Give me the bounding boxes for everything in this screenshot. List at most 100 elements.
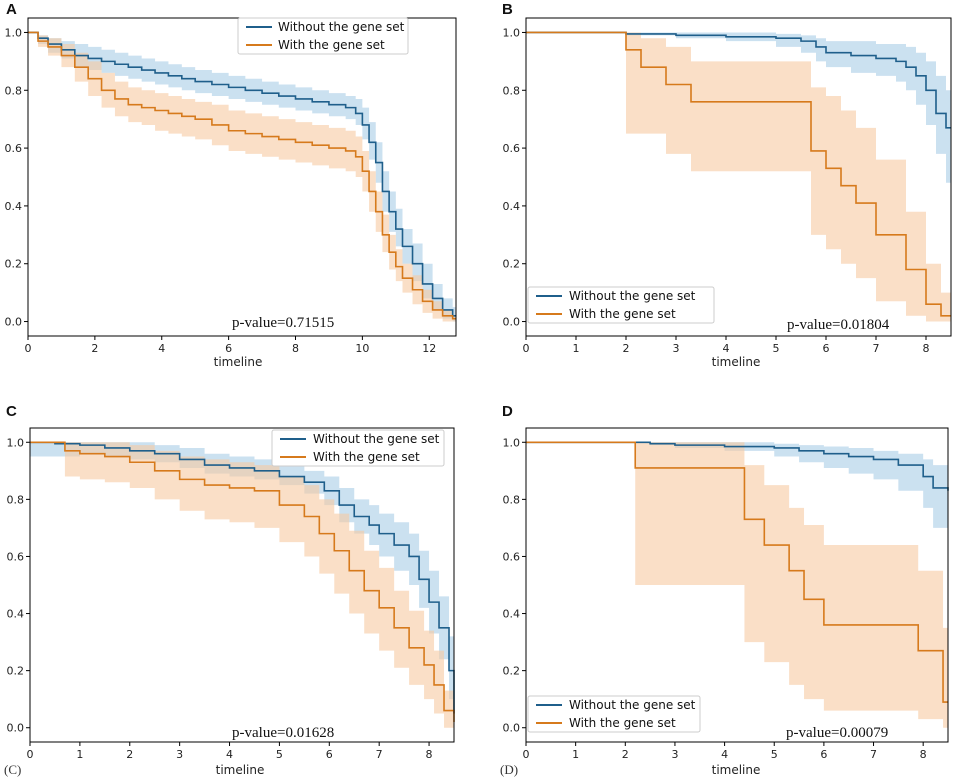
x-tick-label: 7 bbox=[376, 748, 383, 761]
with-gene-set-ci-band bbox=[526, 32, 951, 322]
y-tick-label: 0.2 bbox=[7, 665, 25, 678]
y-tick-label: 0.8 bbox=[503, 84, 521, 97]
panel-a-xlabel: timeline bbox=[214, 355, 263, 369]
x-tick-label: 8 bbox=[292, 342, 299, 355]
x-tick-label: 6 bbox=[225, 342, 232, 355]
y-tick-label: 0.6 bbox=[503, 142, 521, 155]
y-tick-label: 0.0 bbox=[503, 722, 521, 735]
x-tick-label: 4 bbox=[226, 748, 233, 761]
x-tick-label: 0 bbox=[523, 342, 530, 355]
y-tick-label: 1.0 bbox=[7, 436, 25, 449]
legend-box bbox=[527, 695, 701, 733]
panel-b-legend: Without the gene set With the gene set bbox=[527, 286, 715, 324]
y-tick-label: 0.4 bbox=[7, 608, 25, 621]
x-tick-label: 0 bbox=[523, 748, 530, 761]
legend-with-label: With the gene set bbox=[278, 38, 385, 52]
x-tick-label: 5 bbox=[771, 748, 778, 761]
without-gene-set-ci-band bbox=[28, 32, 456, 322]
x-tick-label: 4 bbox=[723, 342, 730, 355]
y-tick-label: 0.8 bbox=[5, 84, 23, 97]
x-tick-label: 8 bbox=[923, 342, 930, 355]
panel-d-corner-label: (D) bbox=[500, 762, 518, 777]
legend-with-label: With the gene set bbox=[569, 716, 676, 730]
panel-b: B 0 1 2 3 4 5 6 7 8 0.0 0.2 0.4 0.6 0.8 1.0 timeline p… bbox=[502, 1, 952, 369]
with-gene-set-survival-line bbox=[28, 31, 456, 320]
x-tick-label: 8 bbox=[426, 748, 433, 761]
panel-c-xlabel: timeline bbox=[216, 763, 265, 777]
panel-a-letter: A bbox=[6, 1, 17, 18]
panel-d-xlabel: timeline bbox=[712, 763, 761, 777]
legend-with-label: With the gene set bbox=[313, 450, 420, 464]
x-tick-label: 2 bbox=[623, 342, 630, 355]
x-tick-label: 6 bbox=[820, 748, 827, 761]
y-tick-label: 1.0 bbox=[503, 26, 521, 39]
x-tick-label: 3 bbox=[671, 748, 678, 761]
x-tick-label: 4 bbox=[721, 748, 728, 761]
x-tick-label: 7 bbox=[870, 748, 877, 761]
panel-c-legend: Without the gene set With the gene set bbox=[271, 429, 445, 467]
panel-a-p-value: p-value=0.71515 bbox=[232, 315, 334, 331]
without-gene-set-survival-line bbox=[28, 31, 456, 317]
y-tick-label: 1.0 bbox=[503, 436, 521, 449]
x-tick-label: 0 bbox=[25, 342, 32, 355]
y-tick-label: 0.6 bbox=[503, 550, 521, 563]
y-tick-label: 0.0 bbox=[7, 722, 25, 735]
x-tick-label: 0 bbox=[27, 748, 34, 761]
without-gene-set-survival-line bbox=[526, 31, 951, 129]
x-tick-label: 3 bbox=[176, 748, 183, 761]
panel-a: A 0 2 4 6 8 10 12 0.0 0.2 0.4 0.6 0.8 1.0 timeline p… bbox=[5, 1, 457, 369]
panel-b-p-value: p-value=0.01804 bbox=[787, 317, 890, 333]
axes-frame bbox=[29, 427, 455, 743]
y-tick-label: 0.4 bbox=[503, 608, 521, 621]
x-tick-label: 1 bbox=[573, 342, 580, 355]
legend-box bbox=[527, 286, 715, 324]
panel-d: D 0 1 2 3 4 5 6 7 8 0.0 0.2 0.4 0.6 0.8 1.0 timeline p… bbox=[500, 403, 949, 777]
y-tick-label: 0.6 bbox=[5, 142, 23, 155]
panel-c: C 0 1 2 3 4 5 6 7 8 0.0 0.2 0.4 0.6 0.8 1.0 timeline p… bbox=[4, 403, 455, 777]
panel-c-p-value: p-value=0.01628 bbox=[232, 725, 334, 741]
panel-d-legend: Without the gene set With the gene set bbox=[527, 695, 701, 733]
with-gene-set-ci-band bbox=[30, 442, 454, 728]
panel-c-letter: C bbox=[6, 403, 17, 420]
y-tick-label: 0.0 bbox=[5, 316, 23, 329]
x-tick-label: 8 bbox=[920, 748, 927, 761]
legend-without-label: Without the gene set bbox=[569, 698, 696, 712]
x-tick-label: 1 bbox=[572, 748, 579, 761]
y-tick-label: 0.2 bbox=[503, 258, 521, 271]
with-gene-set-survival-line bbox=[526, 31, 951, 317]
x-tick-label: 1 bbox=[76, 748, 83, 761]
y-tick-label: 0.8 bbox=[503, 493, 521, 506]
x-tick-label: 2 bbox=[91, 342, 98, 355]
legend-with-label: With the gene set bbox=[569, 307, 676, 321]
axes-frame bbox=[525, 427, 949, 743]
panel-b-xlabel: timeline bbox=[712, 355, 761, 369]
y-tick-label: 0.6 bbox=[7, 550, 25, 563]
x-tick-label: 4 bbox=[158, 342, 165, 355]
without-gene-set-survival-line bbox=[526, 441, 949, 491]
x-tick-label: 6 bbox=[326, 748, 333, 761]
y-tick-label: 0.2 bbox=[503, 665, 521, 678]
x-tick-label: 2 bbox=[622, 748, 629, 761]
without-gene-set-survival-line bbox=[30, 441, 455, 714]
y-tick-label: 0.4 bbox=[503, 200, 521, 213]
panel-d-p-value: p-value=0.00079 bbox=[786, 725, 888, 741]
without-gene-set-ci-band bbox=[526, 32, 951, 183]
legend-without-label: Without the gene set bbox=[278, 20, 405, 34]
legend-without-label: Without the gene set bbox=[569, 289, 696, 303]
legend-box bbox=[237, 17, 409, 55]
x-tick-label: 12 bbox=[422, 342, 436, 355]
y-tick-label: 0.2 bbox=[5, 258, 23, 271]
x-tick-label: 3 bbox=[673, 342, 680, 355]
y-tick-label: 1.0 bbox=[5, 26, 23, 39]
x-tick-label: 10 bbox=[355, 342, 369, 355]
y-tick-label: 0.4 bbox=[5, 200, 23, 213]
legend-without-label: Without the gene set bbox=[313, 432, 440, 446]
with-gene-set-survival-line bbox=[30, 441, 455, 723]
y-tick-label: 0.0 bbox=[503, 316, 521, 329]
panel-b-letter: B bbox=[502, 1, 513, 18]
axes-frame bbox=[525, 17, 952, 337]
with-gene-set-survival-line bbox=[526, 441, 948, 703]
panel-a-legend: Without the gene set With the gene set bbox=[237, 17, 409, 55]
legend-box bbox=[271, 429, 445, 467]
